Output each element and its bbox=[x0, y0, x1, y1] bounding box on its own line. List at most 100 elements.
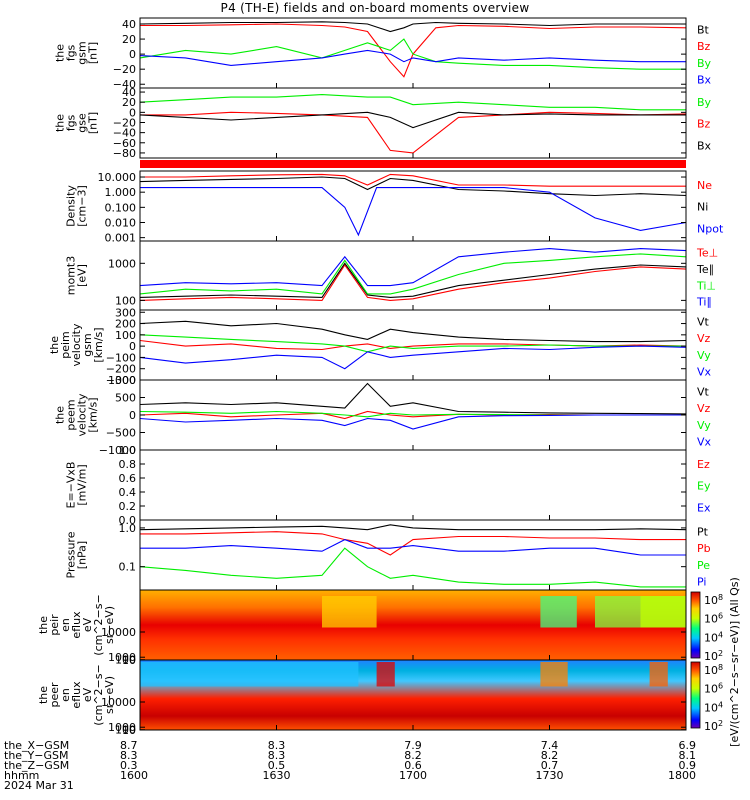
density-ytick-label-1: 1.000 bbox=[105, 186, 137, 199]
footer-col-1-row-3: 1630 bbox=[263, 769, 291, 782]
footer-col-2-row-3: 1700 bbox=[399, 769, 427, 782]
colorbar-label: [eV/(cm^2−s−sr−eV)] (All Qs) bbox=[728, 577, 741, 747]
footer-col-4-row-0: 6.9 bbox=[679, 739, 697, 752]
pressure-legend-Pb: Pb bbox=[697, 542, 711, 555]
peir-spectrogram-band-0 bbox=[322, 596, 377, 628]
peim-velocity-series-Vx bbox=[139, 345, 687, 370]
fgs-gse-ytick-label-4: −40 bbox=[113, 127, 136, 140]
density-frame bbox=[139, 170, 687, 242]
peir-spectrogram-ytick-label-0: 10000 bbox=[101, 626, 136, 639]
peim-velocity-legend-Vy: Vy bbox=[697, 349, 711, 362]
density-ylabel-1: [cm−3] bbox=[76, 185, 89, 227]
footer-col-2-row-1: 8.2 bbox=[404, 749, 422, 762]
peer-spectrogram-band-3 bbox=[649, 662, 668, 687]
colorbar-0-tick-3: 102 bbox=[704, 649, 723, 663]
moments-temp-legend-Ti∥: Ti∥ bbox=[696, 296, 712, 309]
fgs-gse-ytick-label-1: 20 bbox=[122, 96, 136, 109]
fgs-gsm-ylabel-3: [nT] bbox=[87, 42, 100, 64]
peer-spectrogram-ylabel-2: en bbox=[59, 688, 72, 702]
pressure-series-Pi bbox=[140, 538, 686, 556]
density-legend-Npot: Npot bbox=[697, 223, 724, 236]
fgs-gsm-ytick-label-3: −20 bbox=[113, 63, 136, 76]
peem-velocity-ylabel-2: velocity bbox=[76, 393, 89, 436]
fgs-gse-ytick-label-0: 40 bbox=[122, 86, 136, 99]
peim-velocity-ytick-label-5: −200 bbox=[106, 363, 136, 376]
peem-velocity-legend-Vt: Vt bbox=[697, 386, 710, 399]
peim-velocity-series-Vy bbox=[139, 334, 686, 353]
peer-spectrogram-ylabel-5: (cm^2−s− bbox=[92, 664, 105, 725]
footer-row-label-1: the_Y−GSM bbox=[4, 749, 69, 762]
peim-velocity-ytick-label-6: −300 bbox=[106, 374, 136, 387]
footer-col-2-row-0: 7.9 bbox=[404, 739, 422, 752]
fgs-gse-ytick-label-5: −60 bbox=[113, 137, 136, 150]
peir-spectrogram-band-1 bbox=[540, 596, 577, 628]
peir-spectrogram-ylabel-2: en bbox=[59, 618, 72, 632]
pressure-series-Pb bbox=[140, 531, 686, 556]
peir-spectrogram-ylabel-6: sr−eV) bbox=[103, 606, 116, 644]
pressure-legend-Pe: Pe bbox=[697, 559, 710, 572]
fgs-gse-series-Bx bbox=[139, 111, 686, 129]
peer-spectrogram-ylabel-1: peer bbox=[48, 682, 61, 708]
density-series-Npot bbox=[140, 187, 687, 237]
footer-col-3-row-2: 0.7 bbox=[541, 759, 559, 772]
footer-col-3-row-3: 1730 bbox=[536, 769, 564, 782]
moments-temp-legend-Ti⊥: Ti⊥ bbox=[696, 279, 716, 292]
e-field-ytick-label-1: 0.8 bbox=[119, 458, 137, 471]
peem-velocity-legend-Vz: Vz bbox=[697, 402, 711, 415]
footer-col-1-row-2: 0.5 bbox=[268, 759, 286, 772]
fgs-gsm-series-Bx bbox=[139, 49, 686, 66]
peer-spectrogram-ytick-label-1: 1000 bbox=[108, 721, 136, 734]
moments-temp-legend-Te⊥: Te⊥ bbox=[696, 246, 718, 259]
e-field-ytick-label-0: 1.0 bbox=[119, 444, 137, 457]
peim-velocity-ytick-label-3: 0 bbox=[129, 340, 136, 353]
e-field-ytick-label-5: 0.0 bbox=[119, 514, 137, 527]
peim-velocity-ylabel-4: [km/s] bbox=[92, 327, 105, 362]
peim-velocity-ylabel-2: velocity bbox=[70, 323, 83, 366]
peer-spectrogram-ylabel-6: sr−eV) bbox=[103, 676, 116, 714]
fgs-gse-ylabel-1: fgs bbox=[65, 114, 78, 131]
footer-col-1-row-1: 8.3 bbox=[268, 749, 286, 762]
e-field-ytick-label-4: 0.2 bbox=[119, 500, 137, 513]
moments-temp-series-Ti∥ bbox=[139, 248, 687, 287]
density-ytick-label-3: 0.010 bbox=[105, 216, 137, 229]
fgs-gse-legend-Bx: Bx bbox=[697, 140, 712, 153]
peir-spectrogram-ytick-label-2: 100 bbox=[115, 654, 136, 667]
footer-col-0-row-3: 1600 bbox=[120, 769, 148, 782]
e-field-ylabel-1: [mV/m] bbox=[76, 464, 89, 505]
peir-spectrogram-ylabel-1: peir bbox=[48, 614, 61, 636]
fgs-gsm-ylabel-0: the bbox=[54, 44, 67, 62]
density-ytick-label-4: 0.001 bbox=[105, 232, 137, 245]
peer-spectrogram-ytick-label-3: 10 bbox=[122, 724, 136, 737]
peim-velocity-frame bbox=[139, 309, 687, 381]
e-field-ylabel-0: E=−VxB bbox=[65, 462, 78, 509]
colorbar-0-tick-0: 108 bbox=[704, 593, 723, 607]
colorbar-1-tick-2: 104 bbox=[704, 700, 723, 714]
fgs-gsm-legend-Bt: Bt bbox=[697, 24, 710, 37]
moments-temp-ylabel-1: [eV] bbox=[76, 264, 89, 287]
peim-velocity-legend-Vx: Vx bbox=[697, 366, 712, 379]
peim-velocity-ytick-label-1: 200 bbox=[115, 318, 136, 331]
peem-velocity-ytick-label-1: 500 bbox=[115, 392, 136, 405]
fgs-gse-frame bbox=[139, 87, 687, 159]
peim-velocity-ylabel-3: gsm bbox=[81, 333, 94, 356]
pressure-series-Pt bbox=[139, 524, 687, 531]
fgs-gsm-ylabel-2: gsm bbox=[76, 41, 89, 64]
e-field-legend-Ex: Ex bbox=[697, 502, 711, 515]
peir-spectrogram-band-3 bbox=[640, 596, 686, 628]
peim-velocity-legend-Vt: Vt bbox=[697, 316, 710, 329]
separator-band bbox=[140, 160, 686, 168]
pressure-ytick-label-1: 0.1 bbox=[119, 561, 137, 574]
fgs-gsm-ytick-label-4: −40 bbox=[113, 78, 136, 91]
footer-row-label-3: hhmm bbox=[4, 769, 39, 782]
peer-spectrogram-ylabel-4: eV bbox=[81, 687, 94, 702]
moments-temp-series-Te⊥ bbox=[139, 264, 687, 301]
moments-temp-ytick-label-0: 1000 bbox=[108, 257, 136, 270]
density-series-Ne bbox=[140, 173, 686, 187]
peim-velocity-ytick-label-4: −100 bbox=[106, 351, 136, 364]
footer-col-0-row-1: 8.3 bbox=[120, 749, 138, 762]
fgs-gse-legend-By: By bbox=[697, 96, 712, 109]
fgs-gsm-ytick-label-1: 20 bbox=[122, 33, 136, 46]
peir-spectrogram-ylabel-3: eflux bbox=[70, 611, 83, 639]
peem-velocity-series-Vx bbox=[139, 414, 686, 430]
e-field-ytick-label-3: 0.4 bbox=[119, 486, 137, 499]
